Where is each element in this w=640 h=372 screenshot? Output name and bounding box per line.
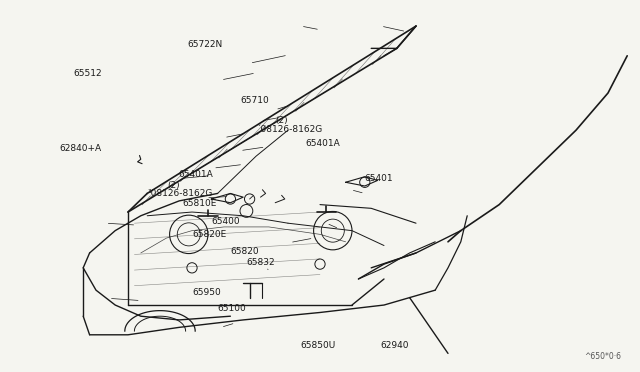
Text: 65820: 65820 xyxy=(230,247,259,256)
Text: 65401: 65401 xyxy=(365,174,394,183)
Text: 65850U: 65850U xyxy=(301,341,336,350)
Text: 65950: 65950 xyxy=(192,288,221,296)
Text: 65400: 65400 xyxy=(211,217,240,226)
Text: (2): (2) xyxy=(168,181,180,190)
Text: 62940: 62940 xyxy=(381,341,410,350)
Text: 65722N: 65722N xyxy=(188,40,223,49)
Text: (2): (2) xyxy=(275,116,288,125)
Text: 62840+A: 62840+A xyxy=(59,144,101,153)
Text: 65820E: 65820E xyxy=(192,230,227,239)
Text: 65832: 65832 xyxy=(246,258,275,267)
Text: 65401A: 65401A xyxy=(305,139,340,148)
Text: 65710: 65710 xyxy=(240,96,269,105)
Text: ´08126-8162G: ´08126-8162G xyxy=(256,125,323,134)
Text: 65100: 65100 xyxy=(218,304,246,313)
Text: ^650*0·6: ^650*0·6 xyxy=(584,352,621,361)
Text: 65401A: 65401A xyxy=(178,170,212,179)
Text: 65512: 65512 xyxy=(74,69,102,78)
Text: ³08126-8162G: ³08126-8162G xyxy=(147,189,212,198)
Text: 65810E: 65810E xyxy=(182,199,217,208)
